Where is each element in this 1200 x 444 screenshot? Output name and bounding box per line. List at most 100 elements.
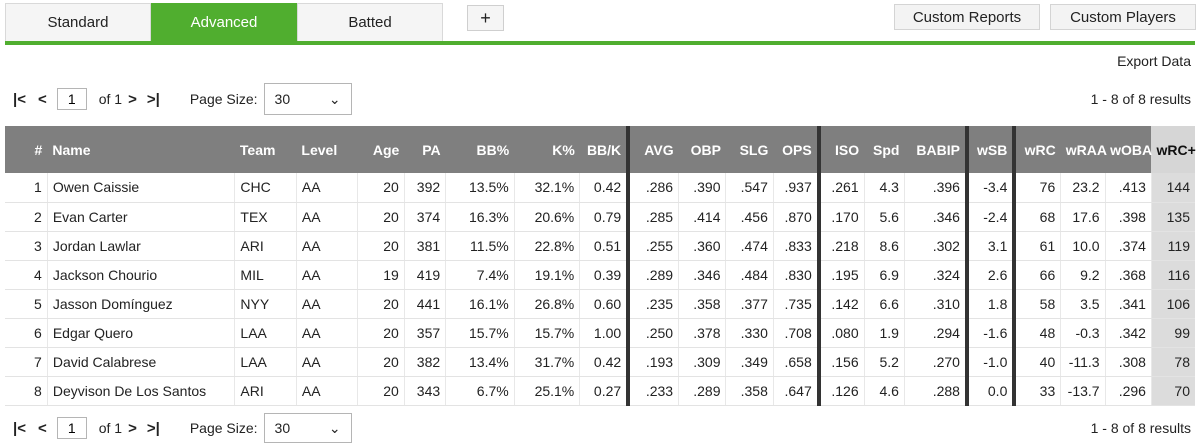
cell-wsb: -1.0 [964, 347, 1015, 377]
table-row: 7 David Calabrese LAA AA 20 382 13.4% 31.7% 0.42… [5, 347, 1195, 377]
cell-iso: .261 [816, 173, 865, 203]
first-page-icon[interactable]: |< [13, 90, 26, 108]
player-name-link[interactable]: David Calabrese [46, 347, 235, 377]
cell-rank: 1 [5, 173, 48, 203]
page-number-input[interactable] [56, 88, 87, 110]
column-header-babip[interactable]: BABIP [904, 126, 967, 173]
cell-babip: .288 [903, 376, 967, 406]
column-header-spd[interactable]: Spd [864, 126, 905, 173]
player-name-link[interactable]: Jackson Chourio [46, 260, 235, 290]
cell-rank: 7 [5, 347, 48, 377]
cell-bb-pct: 11.5% [445, 231, 515, 261]
cell-level: AA [295, 347, 358, 377]
player-name-link[interactable]: Edgar Quero [46, 318, 235, 348]
column-header-iso[interactable]: ISO [816, 126, 865, 173]
cell-age: 20 [357, 202, 405, 232]
player-name-link[interactable]: Evan Carter [46, 202, 235, 232]
cell-ops: .647 [772, 376, 819, 406]
export-data-link[interactable]: Export Data [1117, 53, 1191, 69]
column-header-pa[interactable]: PA [404, 126, 446, 173]
cell-rank: 8 [5, 376, 48, 406]
column-header-bb-k[interactable]: BB/K [579, 126, 629, 173]
cell-ops: .937 [772, 173, 819, 203]
cell-wsb: -2.4 [964, 202, 1015, 232]
cell-team: ARI [234, 376, 297, 406]
column-header-wsb[interactable]: wSB [964, 126, 1015, 173]
player-name-link[interactable]: Owen Caissie [46, 173, 235, 203]
cell-wrc: 58 [1012, 289, 1061, 319]
tab-standard[interactable]: Standard [5, 3, 151, 41]
first-page-icon[interactable]: |< [13, 419, 26, 437]
cell-obp: .309 [678, 347, 726, 377]
cell-spd: 4.3 [863, 173, 905, 203]
cell-bb-pct: 16.1% [445, 289, 515, 319]
cell-woba: .341 [1104, 289, 1152, 319]
column-header-slg[interactable]: SLG [725, 126, 774, 173]
cell-slg: .456 [725, 202, 774, 232]
column-header-woba[interactable]: wOBA [1105, 126, 1152, 173]
next-page-icon[interactable]: > [128, 419, 137, 437]
cell-avg: .285 [626, 202, 679, 232]
cell-ops: .658 [772, 347, 819, 377]
column-header-ops[interactable]: OPS [773, 126, 819, 173]
page-count-label: of 1 [98, 420, 123, 436]
cell-wraa: -11.3 [1060, 347, 1106, 377]
cell-wrc-plus: 116 [1150, 260, 1195, 290]
cell-age: 20 [357, 231, 405, 261]
cell-obp: .378 [678, 318, 726, 348]
tab-advanced[interactable]: Advanced [151, 3, 297, 41]
custom-players-button[interactable]: Custom Players [1050, 4, 1196, 30]
cell-iso: .080 [816, 318, 865, 348]
cell-wsb: 3.1 [964, 231, 1015, 261]
column-header-wrc[interactable]: wRC [1012, 126, 1061, 173]
cell-wrc: 66 [1012, 260, 1061, 290]
custom-reports-button[interactable]: Custom Reports [894, 4, 1040, 30]
column-header-level[interactable]: Level [296, 126, 358, 173]
cell-avg: .255 [626, 231, 679, 261]
cell-ops: .830 [772, 260, 819, 290]
cell-spd: 6.9 [863, 260, 905, 290]
column-header-wraa[interactable]: wRAA [1060, 126, 1107, 173]
cell-team: TEX [234, 202, 297, 232]
cell-wraa: -0.3 [1060, 318, 1106, 348]
cell-wraa: 17.6 [1060, 202, 1106, 232]
cell-slg: .547 [725, 173, 774, 203]
last-page-icon[interactable]: >| [146, 419, 160, 437]
cell-obp: .346 [678, 260, 726, 290]
page-size-label: Page Size: [189, 91, 258, 107]
cell-wrc: 40 [1012, 347, 1061, 377]
column-header-name[interactable]: Name [47, 126, 235, 173]
next-page-icon[interactable]: > [128, 90, 137, 108]
cell-bb-k: 0.39 [579, 260, 629, 290]
page-size-select[interactable]: 30 ⌄ [263, 413, 352, 443]
column-header-bb-pct[interactable]: BB% [445, 126, 515, 173]
cell-wrc: 33 [1012, 376, 1061, 406]
table-row: 1 Owen Caissie CHC AA 20 392 13.5% 32.1% 0.42.28… [5, 173, 1195, 203]
column-header-age[interactable]: Age [357, 126, 405, 173]
cell-k-pct: 19.1% [513, 260, 580, 290]
page-number-input[interactable] [56, 417, 87, 439]
column-header-obp[interactable]: OBP [678, 126, 726, 173]
cell-k-pct: 31.7% [513, 347, 580, 377]
page-size-select[interactable]: 30 ⌄ [263, 83, 352, 115]
player-name-link[interactable]: Jasson Domínguez [46, 289, 235, 319]
chevron-down-icon: ⌄ [328, 90, 341, 107]
column-header-rank[interactable]: # [5, 126, 48, 173]
cell-babip: .396 [903, 173, 967, 203]
table-row: 3 Jordan Lawlar ARI AA 20 381 11.5% 22.8% 0.51.2… [5, 231, 1195, 261]
last-page-icon[interactable]: >| [146, 90, 160, 108]
cell-rank: 6 [5, 318, 48, 348]
cell-wsb: 1.8 [964, 289, 1015, 319]
prev-page-icon[interactable]: < [37, 419, 47, 437]
column-header-avg[interactable]: AVG [626, 126, 679, 173]
player-name-link[interactable]: Jordan Lawlar [46, 231, 235, 261]
cell-level: AA [295, 173, 358, 203]
tab-batted[interactable]: Batted [297, 3, 443, 41]
add-tab-button[interactable]: + [467, 5, 504, 31]
prev-page-icon[interactable]: < [37, 90, 47, 108]
player-name-link[interactable]: Deyvison De Los Santos [46, 376, 235, 406]
column-header-k-pct[interactable]: K% [514, 126, 580, 173]
column-header-team[interactable]: Team [234, 126, 297, 173]
cell-iso: .195 [816, 260, 865, 290]
column-header-wrc-plus[interactable]: wRC+ [1151, 126, 1196, 173]
